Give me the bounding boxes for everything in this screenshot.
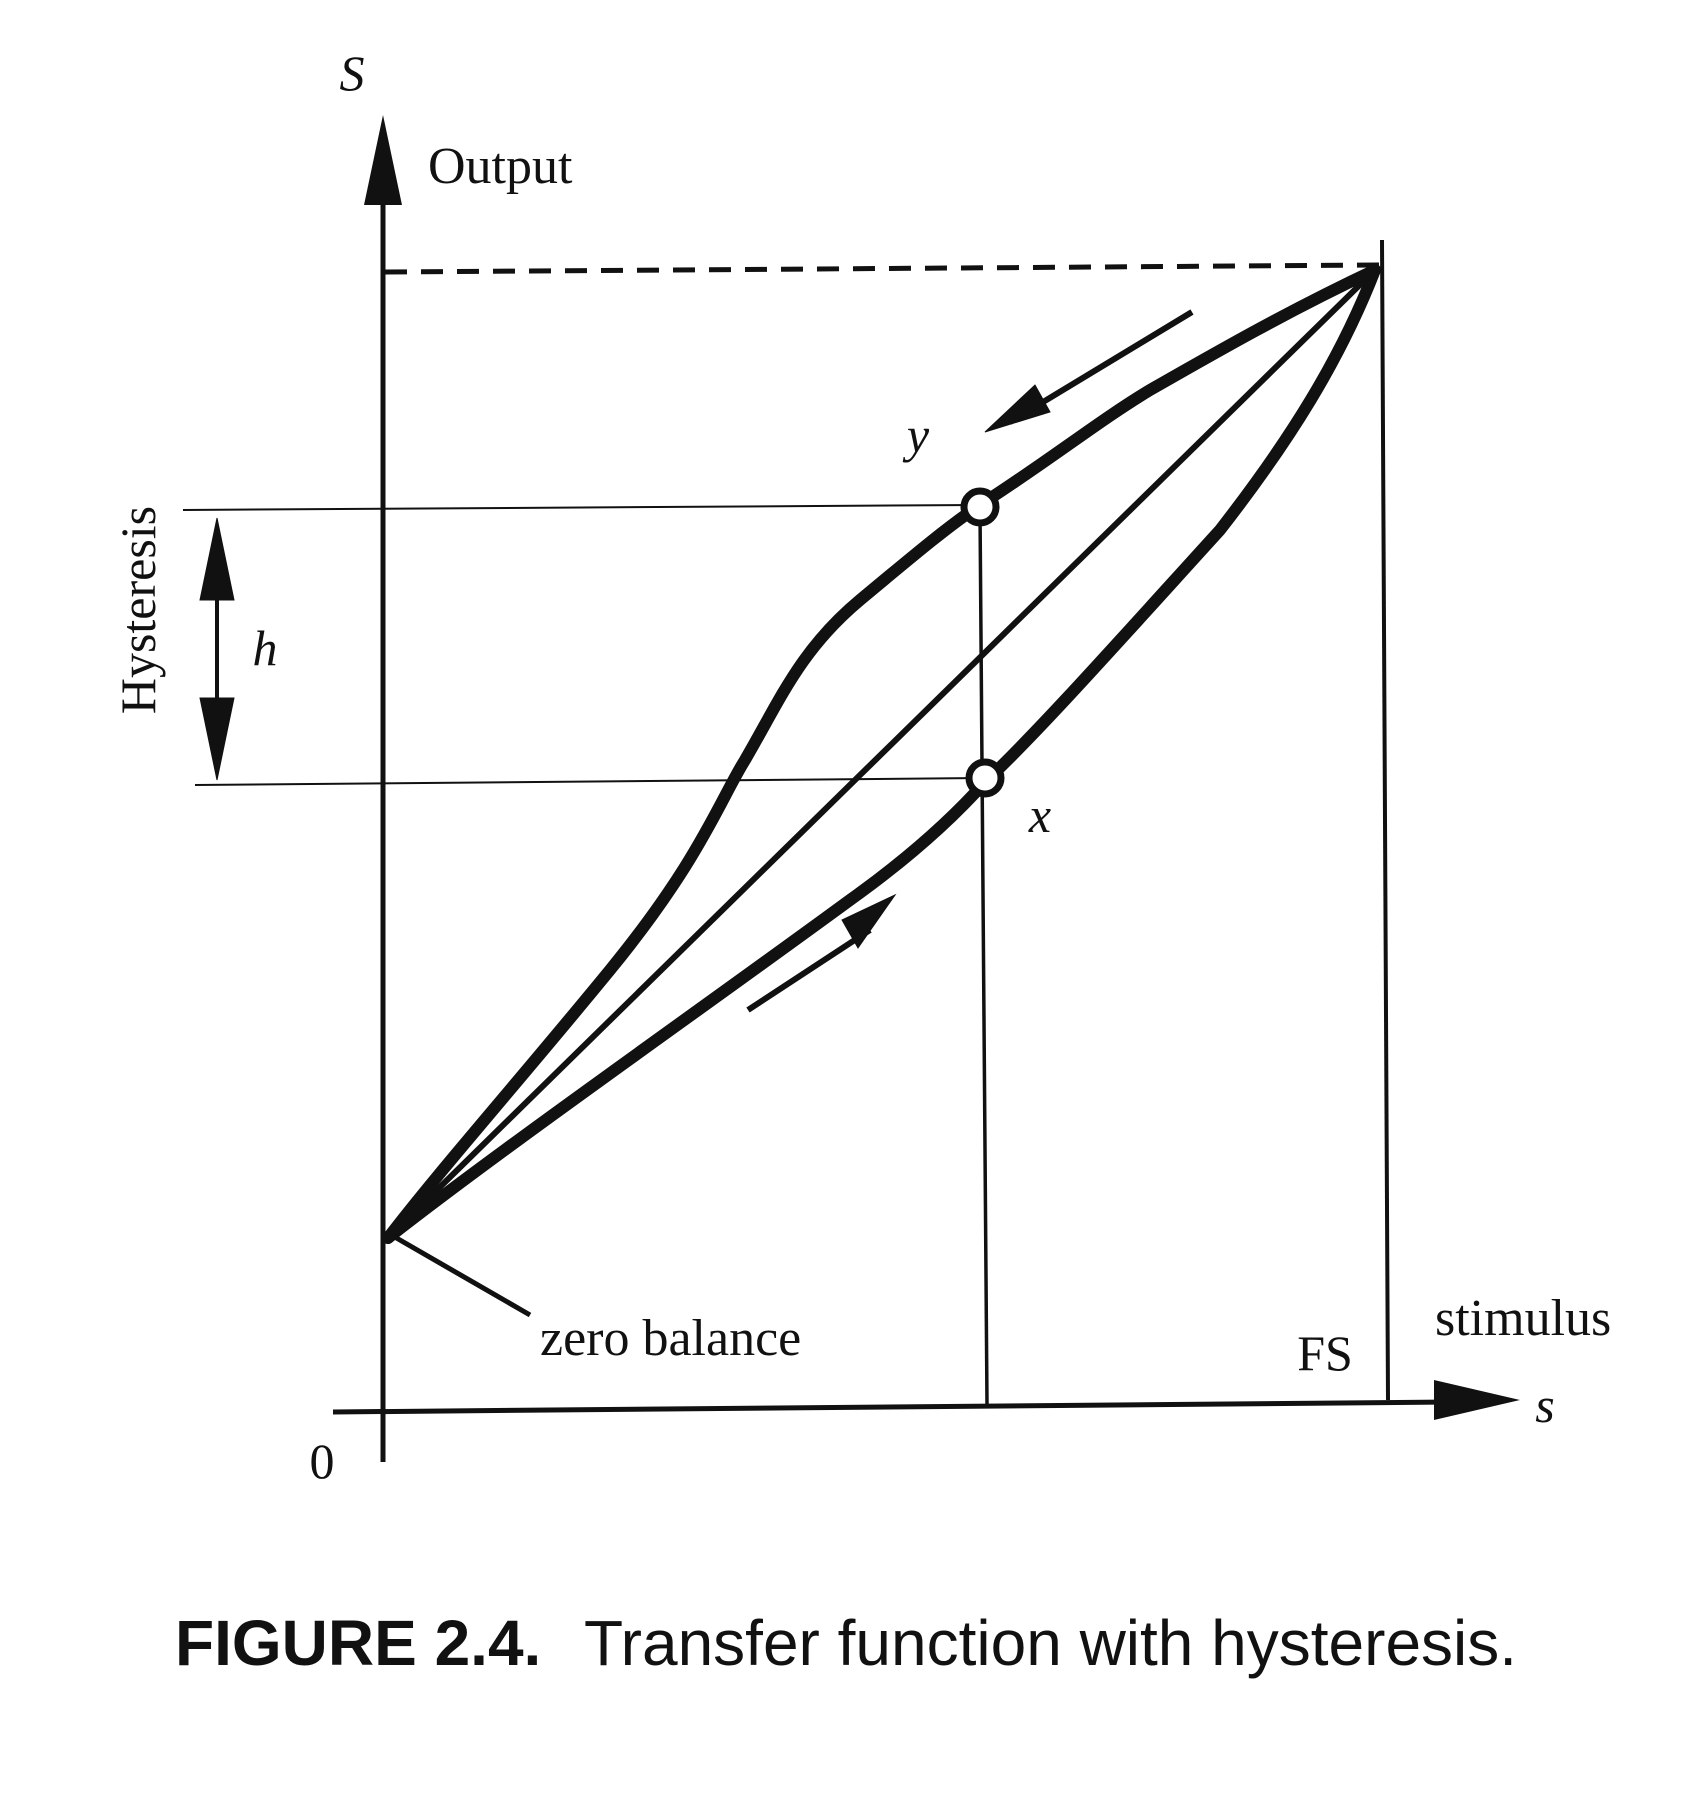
- h-arrow-top-head: [199, 517, 235, 601]
- full-scale-lines: [384, 239, 1390, 1401]
- h-arrow-bottom-head: [199, 697, 235, 781]
- decreasing-arrow-head: [984, 384, 1051, 433]
- caption-number: FIGURE 2.4.: [175, 1607, 541, 1679]
- x-symbol-label: s: [1535, 1377, 1554, 1433]
- zero-balance-leader: [391, 1233, 532, 1318]
- upper-curve: [382, 264, 1381, 1244]
- zero-balance-label: zero balance: [540, 1310, 801, 1367]
- curves: [382, 264, 1381, 1244]
- point-x-label: x: [1028, 787, 1051, 843]
- fs-label: FS: [1297, 1325, 1353, 1381]
- lower-guide-line: [194, 777, 983, 786]
- point-y-label: y: [902, 407, 930, 463]
- point-x-marker: [965, 758, 1005, 798]
- hysteresis-label: Hysteresis: [110, 506, 166, 714]
- x-axis-arrowhead: [1434, 1380, 1520, 1420]
- x-axis: [332, 1399, 1451, 1415]
- fs-vertical-line: [1380, 239, 1390, 1401]
- caption-text: Transfer function with hysteresis.: [584, 1607, 1517, 1679]
- h-double-arrow: [199, 517, 235, 781]
- axes: [332, 115, 1520, 1462]
- direction-arrows: [746, 309, 1194, 1013]
- increasing-arrow-head: [841, 893, 897, 949]
- x-axis-label: stimulus: [1435, 1290, 1611, 1347]
- h-label: h: [253, 620, 278, 676]
- increasing-arrow-shaft: [746, 927, 872, 1013]
- origin-label: 0: [310, 1433, 335, 1489]
- figure-caption: FIGURE 2.4. Transfer function with hyste…: [175, 1607, 1517, 1679]
- hysteresis-guides: [182, 504, 989, 1405]
- points: [960, 487, 1005, 798]
- y-symbol-label: S: [340, 45, 365, 101]
- y-axis-arrowhead: [364, 115, 402, 205]
- point-y-marker: [960, 487, 1000, 527]
- stimulus-vertical-line: [978, 509, 989, 1405]
- y-axis-label: Output: [428, 138, 573, 195]
- upper-guide-line: [182, 504, 979, 511]
- fs-dashed-line: [384, 262, 1383, 275]
- linear-reference-line: [385, 267, 1378, 1241]
